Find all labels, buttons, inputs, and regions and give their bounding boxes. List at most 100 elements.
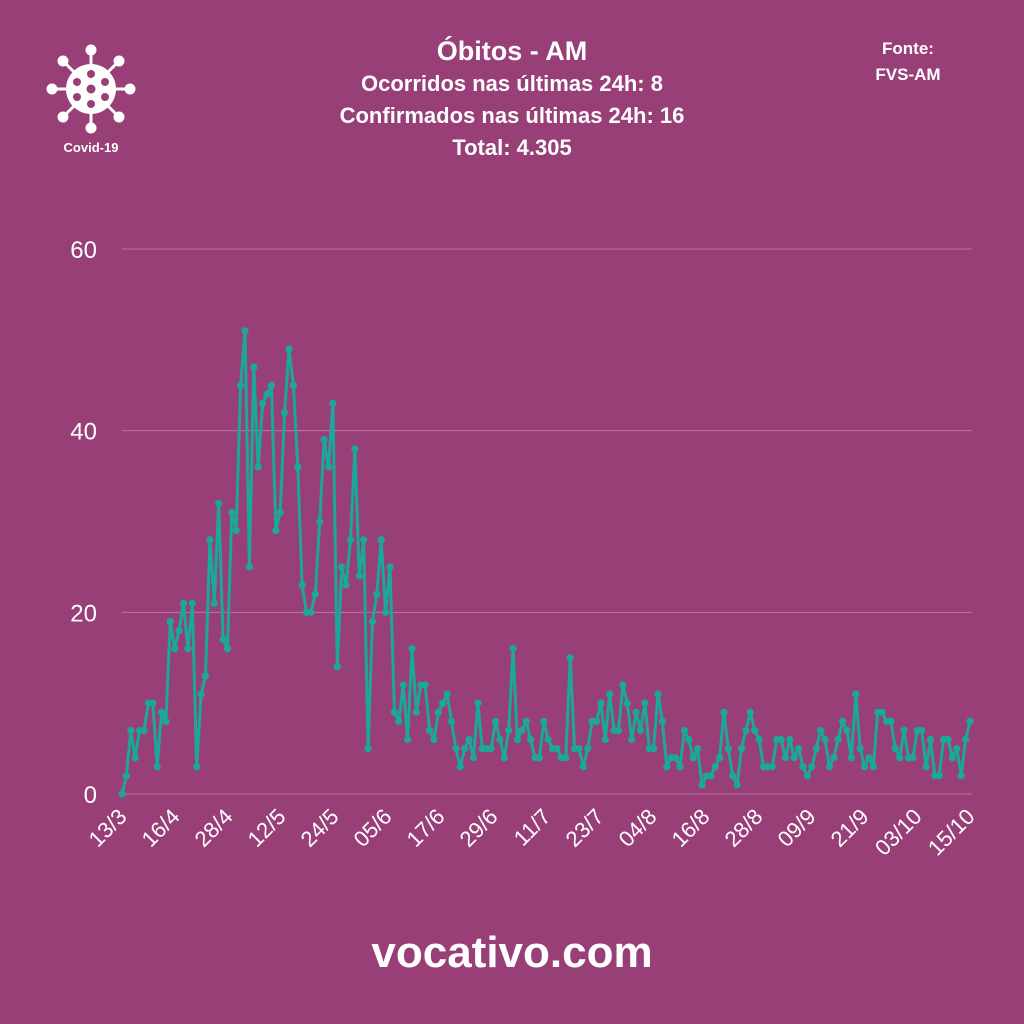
data-point xyxy=(259,399,267,408)
data-point xyxy=(663,763,671,771)
data-point xyxy=(650,744,658,753)
data-point xyxy=(715,754,724,762)
data-point xyxy=(280,408,289,417)
x-tick-label: 23/7 xyxy=(561,804,609,852)
data-point xyxy=(847,754,855,762)
data-point xyxy=(641,699,649,707)
data-point xyxy=(909,754,917,762)
data-point xyxy=(439,699,447,707)
data-point xyxy=(197,690,205,698)
data-point xyxy=(777,735,785,744)
data-point xyxy=(953,744,961,753)
data-point xyxy=(751,726,759,735)
data-point xyxy=(636,726,645,735)
data-point xyxy=(812,744,820,753)
data-point xyxy=(808,763,816,771)
source-name: FVS-AM xyxy=(875,65,941,84)
x-tick-label: 16/8 xyxy=(667,804,715,852)
data-point xyxy=(632,708,640,716)
data-point xyxy=(162,717,170,725)
data-point xyxy=(614,726,623,735)
data-point xyxy=(474,699,482,707)
data-point xyxy=(421,681,429,689)
x-tick-label: 24/5 xyxy=(296,804,344,852)
data-point xyxy=(693,744,702,753)
source-label: Fonte: xyxy=(882,39,934,58)
data-point xyxy=(799,763,807,771)
data-point xyxy=(698,781,706,789)
data-point xyxy=(619,681,627,689)
data-point xyxy=(720,708,728,716)
data-point xyxy=(324,463,333,471)
data-point xyxy=(157,708,166,716)
data-source: Fonte: FVS-AM xyxy=(850,36,966,88)
data-point xyxy=(166,617,174,626)
x-tick-label: 28/8 xyxy=(720,804,768,852)
data-point xyxy=(215,499,223,507)
data-point xyxy=(430,735,438,744)
data-point xyxy=(201,672,210,680)
data-point xyxy=(320,436,328,444)
data-point xyxy=(250,363,258,371)
data-point xyxy=(729,772,737,780)
grid-lines xyxy=(122,248,972,795)
data-point xyxy=(878,708,886,716)
data-point xyxy=(140,726,148,735)
data-point xyxy=(342,581,350,589)
data-point xyxy=(518,726,526,735)
data-point xyxy=(606,690,614,698)
data-point xyxy=(817,726,825,735)
data-point xyxy=(746,708,754,716)
data-point xyxy=(237,381,245,389)
data-point xyxy=(434,708,442,716)
data-point xyxy=(865,754,873,762)
data-point xyxy=(562,754,570,762)
data-point xyxy=(232,526,240,535)
data-point xyxy=(491,717,500,725)
data-point xyxy=(575,744,583,753)
data-point xyxy=(830,754,838,762)
x-tick-label: 13/3 xyxy=(84,804,132,852)
y-tick-label: 40 xyxy=(70,419,97,446)
x-tick-label: 09/9 xyxy=(773,804,821,852)
data-point xyxy=(852,690,860,698)
data-point xyxy=(245,563,254,571)
data-point xyxy=(254,463,262,471)
data-point xyxy=(452,744,460,753)
data-point xyxy=(294,463,302,471)
data-point xyxy=(544,735,552,744)
data-point xyxy=(680,726,689,735)
data-point xyxy=(382,608,390,616)
data-point xyxy=(447,717,456,725)
data-point xyxy=(962,735,970,744)
data-point xyxy=(957,772,965,780)
x-tick-label: 05/6 xyxy=(349,804,397,852)
data-point xyxy=(368,617,377,626)
data-point xyxy=(935,772,943,780)
data-point xyxy=(821,735,829,744)
data-point xyxy=(241,327,249,335)
data-point xyxy=(711,763,719,771)
data-point xyxy=(289,381,297,389)
data-point xyxy=(803,772,812,780)
x-tick-label: 12/5 xyxy=(243,804,291,852)
data-point xyxy=(267,381,275,389)
y-axis-ticks: 0 20 40 60 xyxy=(70,237,97,809)
data-point xyxy=(263,390,271,398)
data-point xyxy=(188,599,196,607)
data-point xyxy=(122,772,130,780)
data-point xyxy=(210,599,218,607)
data-point xyxy=(724,744,732,753)
data-point xyxy=(131,754,139,762)
data-point xyxy=(285,345,293,353)
data-point xyxy=(896,754,904,762)
data-point xyxy=(360,536,368,544)
data-point xyxy=(522,717,530,725)
x-tick-label: 03/10 xyxy=(870,804,927,861)
data-point xyxy=(834,735,842,744)
data-point xyxy=(346,536,355,544)
x-tick-label: 04/8 xyxy=(614,804,662,852)
data-point xyxy=(386,563,394,571)
x-tick-label: 17/6 xyxy=(402,804,450,852)
data-point xyxy=(399,681,407,689)
